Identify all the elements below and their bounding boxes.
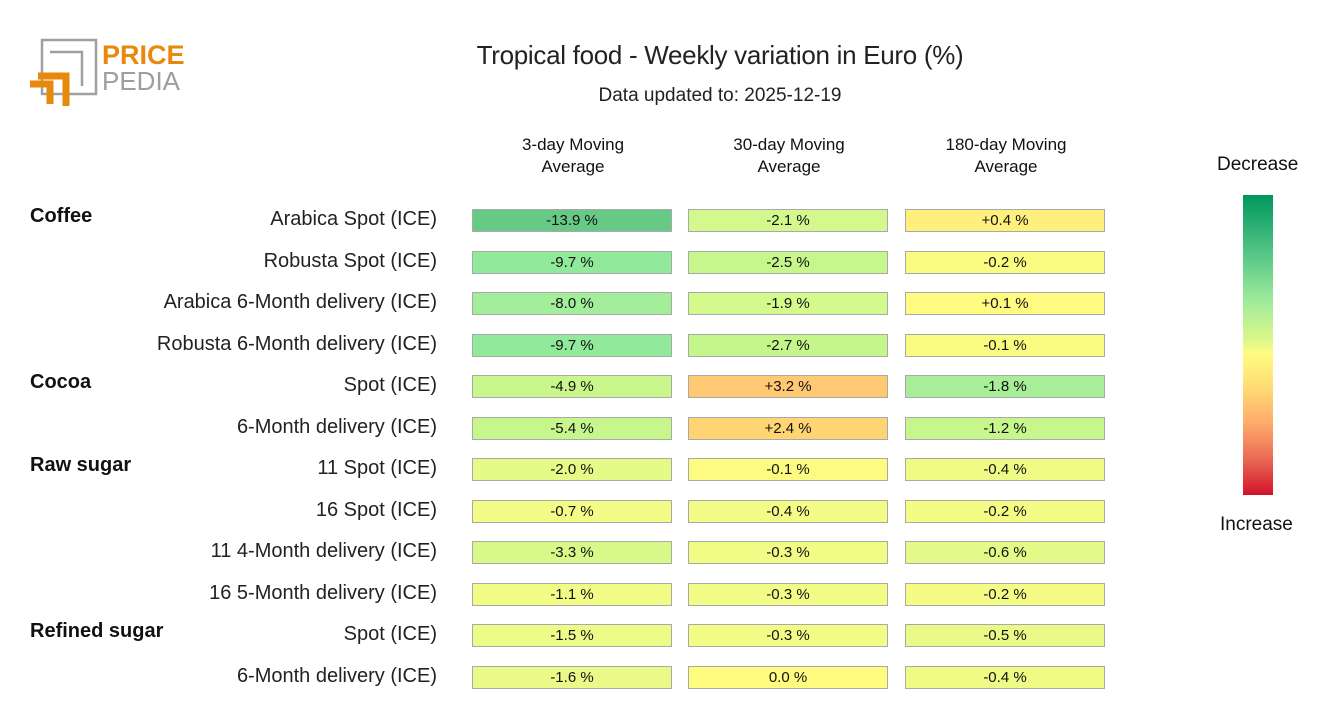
group-label: Refined sugar xyxy=(30,620,164,642)
chart-subtitle: Data updated to: 2025-12-19 xyxy=(598,85,842,106)
row-label: 6-Month delivery (ICE) xyxy=(236,415,437,438)
heatmap-cell: -0.1 % xyxy=(688,458,888,481)
column-header-line: 3-day Moving xyxy=(521,135,625,154)
heatmap-cell: -2.0 % xyxy=(472,458,672,481)
heatmap-cell: -0.4 % xyxy=(905,665,1105,689)
heatmap-cell: -2.5 % xyxy=(688,250,888,274)
heatmap-cell: 0.0 % xyxy=(688,665,888,689)
heatmap-cell: -0.3 % xyxy=(688,624,888,647)
row-label: 16 5-Month delivery (ICE) xyxy=(209,581,437,604)
column-header-line: Average xyxy=(974,157,1038,176)
heatmap-cell: -0.3 % xyxy=(688,541,888,564)
heatmap-cell: -0.2 % xyxy=(905,250,1105,274)
heatmap-cell: -1.1 % xyxy=(472,582,672,606)
heatmap-cell: -1.5 % xyxy=(472,624,672,647)
chart-title: Tropical food - Weekly variation in Euro… xyxy=(476,40,964,70)
column-header-3day: 3-day Moving Average xyxy=(472,134,674,178)
heatmap-cell: -0.4 % xyxy=(905,458,1105,481)
legend-increase-label: Increase xyxy=(1220,514,1293,535)
heatmap-cell: -0.3 % xyxy=(688,582,888,606)
heatmap-cell: -4.9 % xyxy=(472,375,672,398)
row-label: Spot (ICE) xyxy=(343,623,437,645)
group-label: Coffee xyxy=(30,205,93,227)
legend-color-scale xyxy=(1243,195,1273,495)
group-label: Cocoa xyxy=(30,371,92,393)
heatmap-cell: -13.9 % xyxy=(472,209,672,232)
heatmap-cell: +3.2 % xyxy=(688,375,888,398)
heatmap-cell: -1.8 % xyxy=(905,375,1105,398)
heatmap-cell: -0.7 % xyxy=(472,499,672,523)
row-label: Robusta Spot (ICE) xyxy=(263,249,437,272)
heatmap-cell: -0.2 % xyxy=(905,499,1105,523)
column-header-line: 30-day Moving xyxy=(733,135,845,154)
group-label: Raw sugar xyxy=(30,454,132,476)
heatmap-cell: -3.3 % xyxy=(472,541,672,564)
column-header-30day: 30-day Moving Average xyxy=(688,134,890,178)
heatmap-cell: +2.4 % xyxy=(688,416,888,440)
heatmap-cell: -5.4 % xyxy=(472,416,672,440)
row-label: Spot (ICE) xyxy=(343,374,437,396)
heatmap-cell: -9.7 % xyxy=(472,333,672,357)
row-label: Arabica Spot (ICE) xyxy=(270,208,437,230)
heatmap-cell: -0.6 % xyxy=(905,541,1105,564)
row-label: Robusta 6-Month delivery (ICE) xyxy=(156,332,437,355)
heatmap-cell: +0.4 % xyxy=(905,209,1105,232)
column-header-line: Average xyxy=(757,157,821,176)
heatmap-cell: -0.2 % xyxy=(905,582,1105,606)
row-label: 11 4-Month delivery (ICE) xyxy=(210,540,437,562)
heatmap-cell: +0.1 % xyxy=(905,292,1105,315)
column-header-line: 180-day Moving xyxy=(945,135,1067,154)
heatmap-cell: -2.1 % xyxy=(688,209,888,232)
column-header-180day: 180-day Moving Average xyxy=(905,134,1107,178)
heatmap-cell: -0.1 % xyxy=(905,333,1105,357)
logo-mark-icon: PRICE PEDIA xyxy=(30,38,185,106)
heatmap-cell: -0.4 % xyxy=(688,499,888,523)
heatmap-cell: -8.0 % xyxy=(472,292,672,315)
heatmap-cell: -1.6 % xyxy=(472,665,672,689)
row-label: Arabica 6-Month delivery (ICE) xyxy=(163,291,437,313)
pricepedia-logo: PRICE PEDIA xyxy=(30,38,190,110)
svg-text:PEDIA: PEDIA xyxy=(102,66,181,96)
svg-text:PRICE: PRICE xyxy=(102,40,185,70)
legend-decrease-label: Decrease xyxy=(1217,154,1299,175)
heatmap-cell: -0.5 % xyxy=(905,624,1105,647)
heatmap-cell: -9.7 % xyxy=(472,250,672,274)
row-label: 11 Spot (ICE) xyxy=(317,457,437,479)
heatmap-cell: -1.9 % xyxy=(688,292,888,315)
column-header-line: Average xyxy=(541,157,605,176)
heatmap-cell: -2.7 % xyxy=(688,333,888,357)
row-label: 6-Month delivery (ICE) xyxy=(236,664,437,687)
row-label: 16 Spot (ICE) xyxy=(315,498,437,521)
heatmap-cell: -1.2 % xyxy=(905,416,1105,440)
